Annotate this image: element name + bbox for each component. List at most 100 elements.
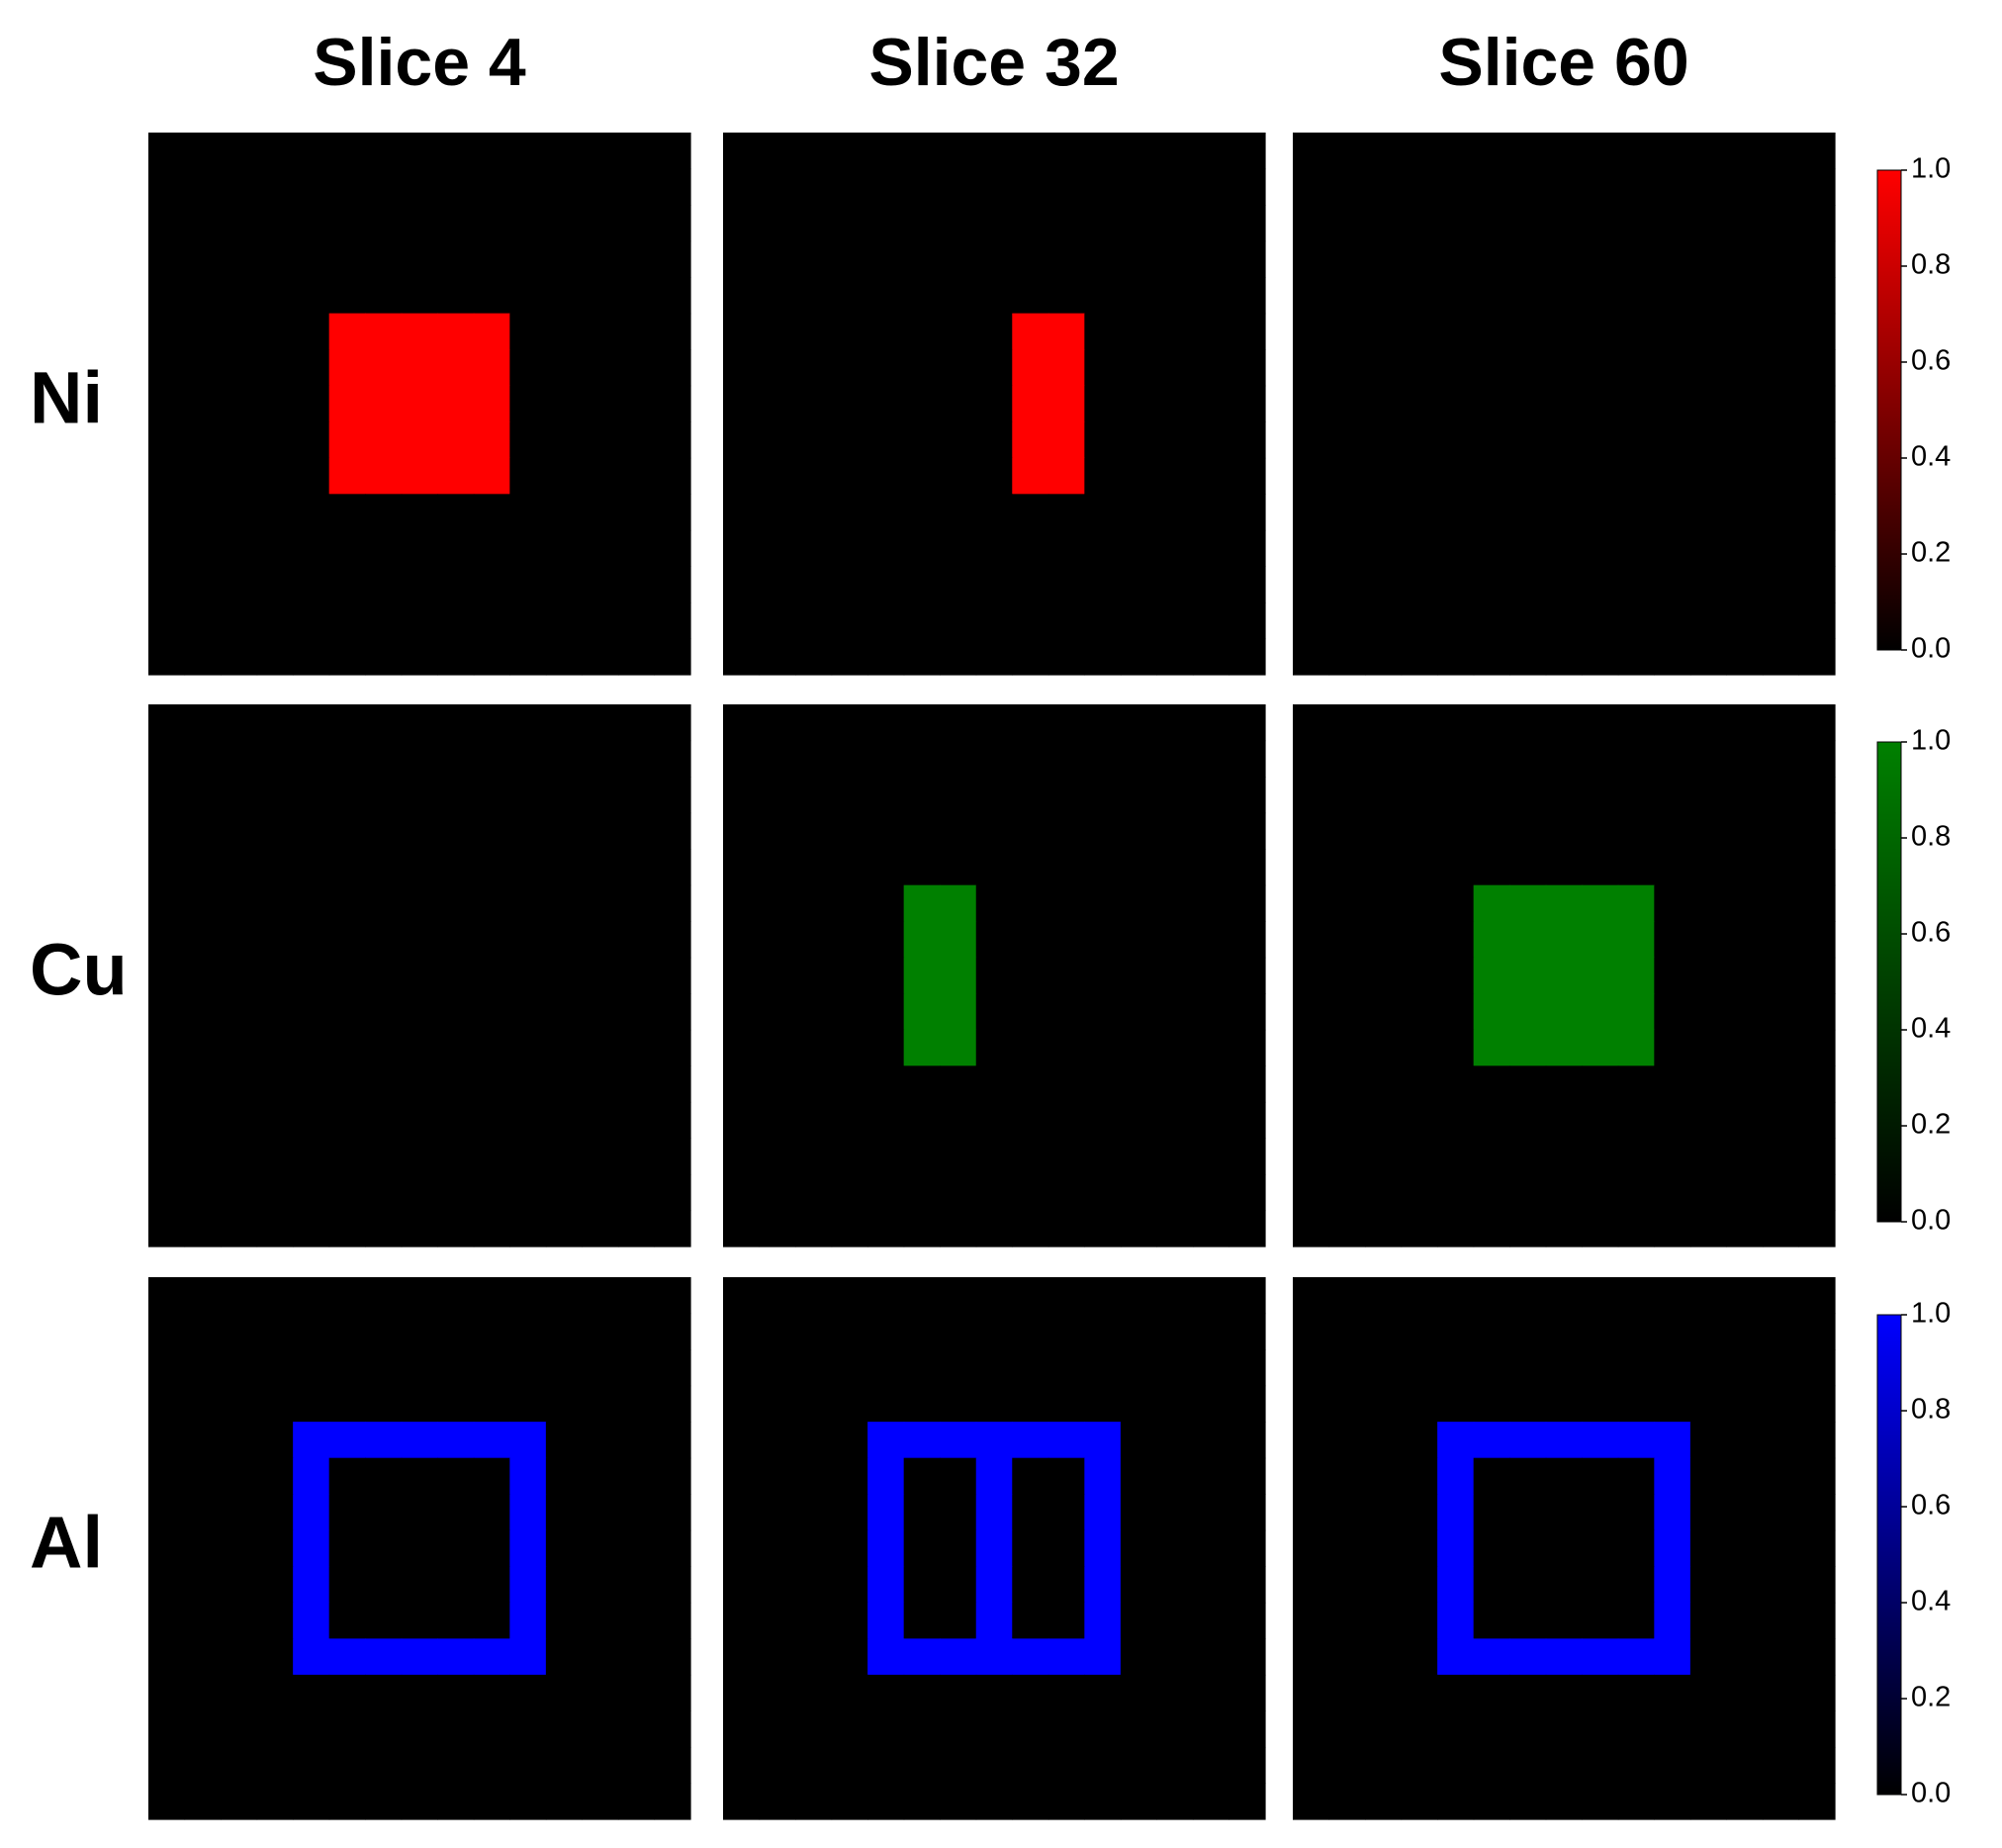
heatmap-cell — [1401, 1494, 1438, 1531]
heatmap-cell — [1365, 921, 1403, 959]
heatmap-cell — [545, 601, 583, 640]
heatmap-cell — [1437, 1173, 1475, 1212]
heatmap-cell — [1047, 1566, 1085, 1604]
heatmap-cell — [940, 704, 977, 742]
heatmap-cell — [1545, 240, 1583, 278]
heatmap-cell — [1328, 1101, 1366, 1139]
heatmap-cell — [1156, 566, 1194, 603]
colorbar-tick-label: 0.6 — [1911, 917, 1951, 949]
heatmap-cell — [1473, 957, 1510, 994]
heatmap-cell — [903, 1783, 941, 1820]
heatmap-cell — [1120, 1566, 1157, 1604]
heatmap-cell — [1156, 1529, 1194, 1567]
heatmap-cell — [1120, 1529, 1157, 1567]
heatmap-cell — [1798, 205, 1836, 242]
heatmap-cell — [328, 884, 366, 922]
heatmap-cell — [1582, 168, 1619, 206]
heatmap-cell — [654, 1138, 691, 1175]
heatmap-cell — [1401, 849, 1438, 886]
heatmap-cell — [221, 1029, 258, 1066]
heatmap-cell — [256, 1029, 294, 1066]
heatmap-cell — [1689, 1029, 1727, 1066]
heatmap-cell — [582, 812, 619, 850]
heatmap-cell — [293, 957, 330, 994]
heatmap-cell — [1156, 777, 1194, 814]
heatmap-cell — [1726, 921, 1764, 959]
heatmap-cell — [1228, 1602, 1266, 1639]
heatmap-cell — [1012, 1210, 1049, 1247]
heatmap-cell — [1012, 349, 1049, 387]
heatmap-cell — [328, 421, 366, 459]
heatmap-cell — [654, 638, 691, 676]
heatmap-cell — [867, 1674, 905, 1711]
heatmap-cell — [1328, 884, 1366, 922]
heatmap-cell — [256, 1529, 294, 1567]
heatmap-cell — [1084, 849, 1122, 886]
heatmap-cell — [256, 1313, 294, 1350]
heatmap-cell — [293, 1638, 330, 1676]
heatmap-cell — [1192, 1674, 1230, 1711]
heatmap-cell — [654, 240, 691, 278]
heatmap-cell — [1726, 1710, 1764, 1748]
heatmap-cell — [795, 777, 833, 814]
heatmap-cell — [184, 1710, 222, 1748]
heatmap-cell — [1156, 1457, 1194, 1495]
heatmap-cell — [1582, 1710, 1619, 1748]
heatmap-cell — [1192, 277, 1230, 315]
heatmap-cell — [401, 1746, 438, 1785]
heatmap-cell — [328, 777, 366, 814]
heatmap-cell — [509, 205, 547, 242]
heatmap-cell — [582, 168, 619, 206]
heatmap-cell — [1047, 638, 1085, 676]
heatmap-cell — [759, 1101, 796, 1139]
heatmap-cell — [293, 457, 330, 495]
heatmap-cell — [1084, 704, 1122, 742]
heatmap-cell — [1654, 1277, 1691, 1315]
heatmap-cell — [795, 1746, 833, 1785]
heatmap-cell — [1401, 921, 1438, 959]
heatmap-cell — [1401, 133, 1438, 170]
heatmap-cell — [1545, 494, 1583, 531]
heatmap-cell — [328, 1566, 366, 1604]
heatmap-cell — [1689, 349, 1727, 387]
heatmap-cell — [1401, 1277, 1438, 1315]
heatmap-cell — [975, 777, 1013, 814]
heatmap-cell — [1689, 1746, 1727, 1785]
heatmap-cell — [1726, 421, 1764, 459]
heatmap-cell — [1192, 566, 1230, 603]
heatmap-cell — [148, 1173, 186, 1212]
heatmap-cell — [1192, 1457, 1230, 1495]
heatmap-panel — [723, 1277, 1266, 1820]
colorbar-tick-label: 0.8 — [1911, 821, 1951, 853]
heatmap-cell — [759, 1783, 796, 1820]
heatmap-cell — [903, 494, 941, 531]
heatmap-cell — [1293, 494, 1330, 531]
heatmap-cell — [975, 1349, 1013, 1387]
heatmap-cell — [1120, 884, 1157, 922]
heatmap-cell — [1762, 601, 1800, 640]
heatmap-cell — [1545, 740, 1583, 778]
heatmap-cell — [903, 168, 941, 206]
heatmap-cell — [293, 1065, 330, 1103]
heatmap-cell — [940, 849, 977, 886]
heatmap-cell — [903, 812, 941, 850]
heatmap-cell — [723, 1385, 761, 1423]
heatmap-cell — [365, 993, 403, 1031]
heatmap-cell — [723, 168, 761, 206]
heatmap-cell — [654, 1638, 691, 1676]
heatmap-cell — [1084, 457, 1122, 495]
heatmap-cell — [1365, 566, 1403, 603]
heatmap-cell — [184, 957, 222, 994]
heatmap-cell — [365, 638, 403, 676]
heatmap-cell — [795, 1529, 833, 1567]
heatmap-cell — [1012, 1529, 1049, 1567]
heatmap-cell — [1365, 1101, 1403, 1139]
heatmap-cell — [1047, 1277, 1085, 1315]
heatmap-cell — [617, 566, 656, 603]
heatmap-cell — [1047, 1313, 1085, 1350]
heatmap-cell — [293, 1494, 330, 1531]
heatmap-cell — [437, 1529, 475, 1567]
heatmap-cell — [509, 277, 547, 315]
heatmap-cell — [1084, 1313, 1122, 1350]
heatmap-cell — [1617, 240, 1655, 278]
